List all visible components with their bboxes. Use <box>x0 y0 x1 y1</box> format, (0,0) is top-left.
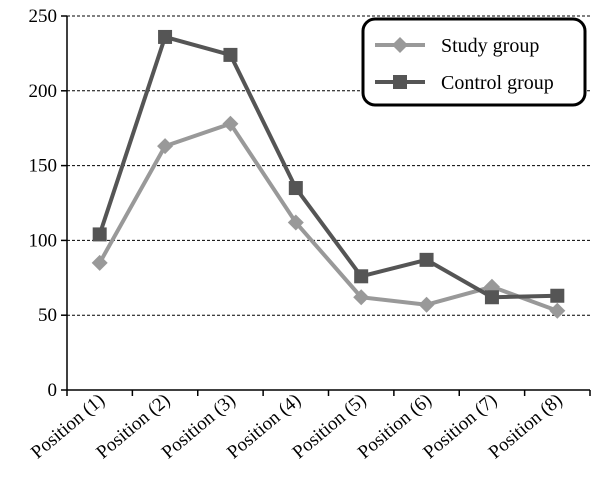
legend-marker-1 <box>392 37 408 53</box>
y-tick-label-50: 50 <box>38 305 57 326</box>
series-2-point-3 <box>223 47 238 62</box>
series-2-point-4 <box>288 181 303 196</box>
series-line-2 <box>97 34 558 300</box>
y-tick-label-100: 100 <box>29 230 58 251</box>
series-1-point-1 <box>91 254 108 271</box>
series-2-point-8 <box>550 288 565 303</box>
series-2-point-6 <box>419 252 434 267</box>
series-2 <box>92 29 565 305</box>
series-2-point-7 <box>484 290 499 305</box>
y-tick-label-0: 0 <box>48 380 58 401</box>
series-2-point-5 <box>354 269 369 284</box>
y-tick-label-250: 250 <box>29 6 58 27</box>
series-1-point-2 <box>157 138 174 155</box>
series-2-point-1 <box>92 227 107 242</box>
legend: Study group Control group <box>361 17 587 107</box>
series-2-point-2 <box>158 29 173 44</box>
legend-label-2: Control group <box>441 72 554 94</box>
series-1-point-5 <box>353 289 370 306</box>
series-1-point-3 <box>222 115 239 132</box>
y-tick-label-200: 200 <box>29 81 58 102</box>
legend-marker-2 <box>393 75 407 89</box>
series-1 <box>91 115 566 319</box>
series-1-point-8 <box>549 302 566 319</box>
legend-label-1: Study group <box>441 35 539 57</box>
series-1-point-6 <box>418 296 435 313</box>
series-1-point-4 <box>287 214 304 231</box>
x-tick-label-8: Position (8) <box>485 390 567 463</box>
y-tick-label-150: 150 <box>29 156 58 177</box>
